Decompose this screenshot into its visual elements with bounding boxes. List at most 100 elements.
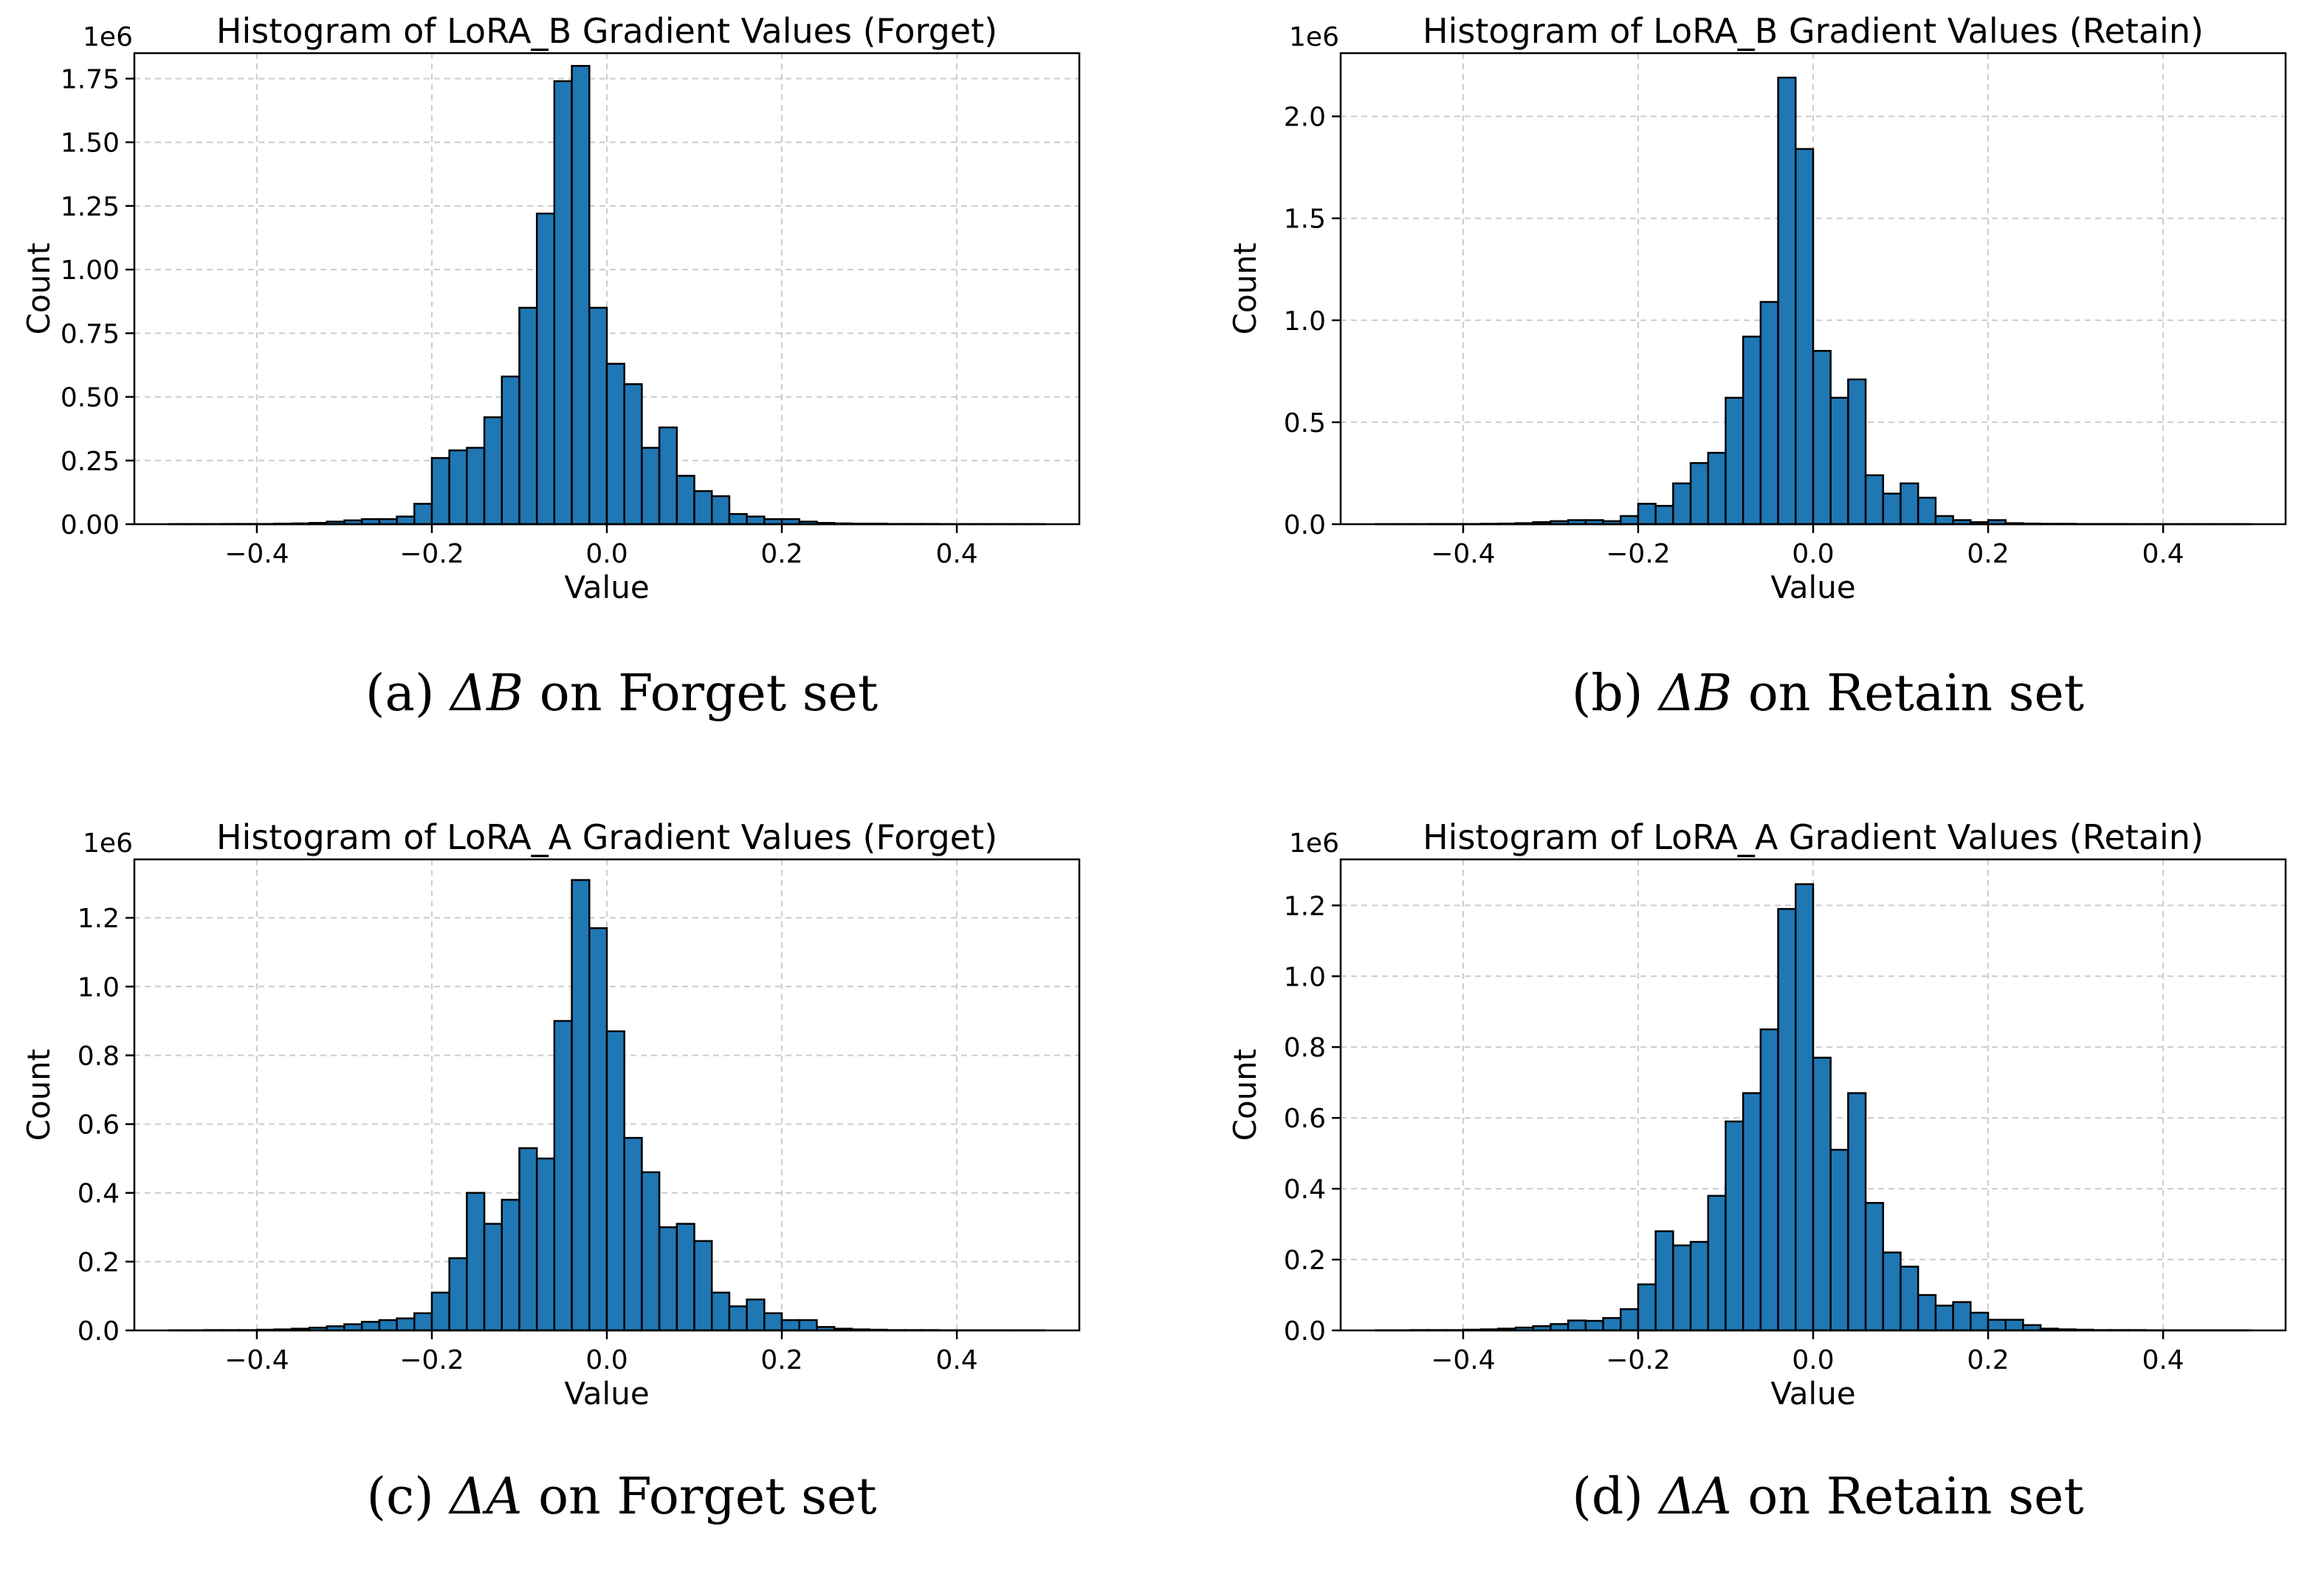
histogram-bar [413, 1312, 433, 1332]
chart-title: Histogram of LoRA_B Gradient Values (Ret… [1423, 11, 2204, 51]
x-tick-label: −0.4 [224, 1345, 289, 1375]
y-tick-label: 0.5 [1284, 408, 1326, 439]
histogram-panel-1: −0.4 −0.2 0.0 0.2 0.4 0.0 0.5 1.0 1.5 2.0 Value Cou… [1227, 11, 2287, 605]
histogram-bar [641, 1171, 661, 1332]
x-tick-label: 0.0 [585, 539, 628, 569]
histogram-bar [1689, 1240, 1710, 1332]
histogram-bar [1987, 1319, 2007, 1332]
x-axis-label: Value [1770, 569, 1855, 605]
x-tick-label: −0.2 [1606, 539, 1670, 569]
x-tick-label: −0.4 [1431, 1345, 1495, 1375]
x-tick-label: 0.4 [2142, 1345, 2184, 1375]
histogram-bar [588, 306, 608, 526]
histogram-bar [466, 447, 486, 526]
x-tick-label: 0.4 [935, 1345, 977, 1375]
histogram-bar [588, 927, 608, 1332]
y-tick-label: 0.2 [78, 1248, 120, 1278]
x-tick-label: 0.2 [760, 539, 802, 569]
histogram-bar [605, 1030, 625, 1332]
histogram-bar [798, 1319, 818, 1332]
histogram-bar [746, 1298, 766, 1332]
histogram-bar [2004, 1319, 2024, 1332]
histogram-bar [1672, 1244, 1692, 1332]
histogram-bar [1795, 883, 1815, 1332]
caption-b: (b) ΔB on Retain set [1571, 664, 2085, 723]
histogram-bar [1970, 1311, 1990, 1332]
histogram-bar [1777, 907, 1797, 1332]
y-tick-label: 1.2 [1284, 891, 1326, 921]
y-tick-label: 0.0 [78, 1316, 120, 1347]
histogram-bar [518, 306, 538, 526]
histogram-bar [430, 457, 450, 526]
histogram-bar [1882, 1251, 1902, 1332]
histogram-bar [623, 1136, 643, 1332]
histogram-bar [675, 1223, 695, 1332]
histogram-panel-3: −0.4 −0.2 0.0 0.2 0.4 0.0 0.2 0.4 0.6 0.8 1.0 1.2 Va… [1227, 817, 2287, 1412]
histogram-bar [343, 1323, 363, 1332]
y-tick-label: 1.25 [61, 192, 120, 222]
histogram-bar [710, 1291, 731, 1332]
y-tick-label: 0.4 [78, 1179, 120, 1209]
y-tick-label: 0.0 [1284, 510, 1326, 540]
y-tick-label: 1.75 [61, 64, 120, 95]
histogram-bar [1567, 1319, 1587, 1332]
histogram-bar [1916, 1293, 1937, 1332]
chart-title: Histogram of LoRA_A Gradient Values (For… [216, 817, 997, 857]
y-axis-label: Count [1227, 243, 1263, 335]
x-tick-label: 0.0 [1792, 539, 1834, 569]
histogram-bar [518, 1147, 538, 1332]
x-axis-label: Value [564, 569, 649, 605]
x-tick-label: −0.2 [399, 1345, 464, 1375]
histogram-bar [1900, 1265, 1919, 1332]
x-tick-label: 0.4 [935, 539, 977, 569]
histogram-bar [658, 426, 678, 526]
histogram-bar [466, 1192, 486, 1332]
x-tick-label: −0.4 [224, 539, 289, 569]
y-tick-label: 0.0 [1284, 1316, 1326, 1347]
histogram-bar [1847, 1092, 1867, 1332]
x-axis-label: Value [564, 1375, 649, 1412]
histogram-bar [728, 512, 748, 526]
x-axis-label: Value [1770, 1375, 1855, 1412]
x-tick-label: 0.0 [585, 1345, 628, 1375]
histogram-bar [1725, 396, 1744, 526]
y-axis-label: Count [21, 1049, 57, 1141]
histogram-bar [1759, 1028, 1779, 1332]
y-axis-multiplier: 1e6 [1289, 22, 1339, 52]
histogram-bar [693, 1240, 713, 1332]
y-tick-label: 0.50 [61, 383, 120, 413]
chart-title: Histogram of LoRA_A Gradient Values (Ret… [1423, 817, 2204, 857]
y-tick-label: 0.25 [61, 447, 120, 477]
histogram-bar [483, 416, 503, 526]
histogram-bar [710, 495, 731, 526]
histogram-bar [605, 363, 625, 526]
histogram-bar [1829, 396, 1849, 526]
y-tick-label: 1.5 [1284, 205, 1326, 235]
y-tick-label: 0.6 [1284, 1104, 1326, 1134]
histogram-bar [535, 213, 556, 526]
histogram-bar [780, 1319, 800, 1332]
y-tick-label: 0.2 [1284, 1246, 1326, 1276]
x-tick-label: −0.2 [399, 539, 464, 569]
x-tick-label: 0.0 [1792, 1345, 1834, 1375]
histogram-bar [1759, 300, 1779, 526]
y-tick-label: 0.8 [78, 1041, 120, 1071]
histogram-bar [396, 1317, 416, 1332]
y-axis-label: Count [21, 243, 57, 335]
y-tick-label: 1.0 [78, 972, 120, 1003]
histogram-bar [1707, 452, 1727, 526]
histogram-bar [1654, 504, 1674, 526]
x-tick-label: 0.2 [1967, 1345, 2009, 1375]
caption-d: (d) ΔA on Retain set [1572, 1468, 2084, 1526]
histogram-bar [448, 449, 468, 526]
histogram-bar [641, 447, 661, 526]
y-tick-label: 1.00 [61, 255, 120, 286]
histogram-bar [623, 383, 643, 526]
histogram-bar [1742, 1092, 1762, 1332]
histogram-bar [1934, 1305, 1954, 1332]
histogram-bar [1829, 1149, 1849, 1332]
histogram-bar [763, 1312, 783, 1332]
histogram-bar [1777, 76, 1797, 526]
histogram-bar [1882, 492, 1902, 526]
y-tick-label: 1.50 [61, 128, 120, 159]
